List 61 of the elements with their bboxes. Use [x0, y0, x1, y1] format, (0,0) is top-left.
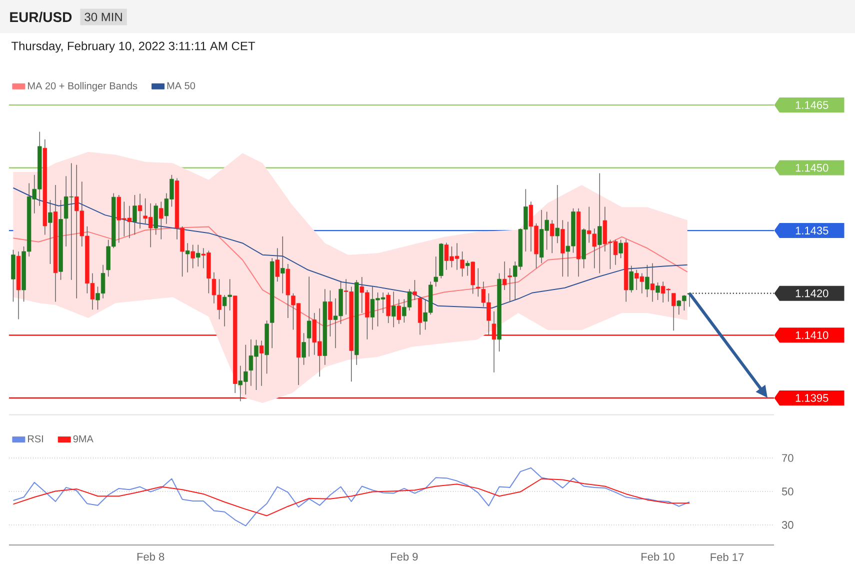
candlestick [306, 276, 312, 357]
candlestick [396, 298, 401, 324]
candlestick [259, 340, 264, 386]
candlestick [48, 200, 52, 264]
candlestick [629, 265, 634, 293]
text: Feb 17 [710, 552, 744, 562]
candlestick [650, 262, 655, 302]
line-series [12, 478, 690, 516]
candlestick [656, 282, 660, 300]
y-tick-label: 1.1410 [796, 331, 828, 340]
candlestick [492, 310, 496, 373]
candlestick [476, 268, 480, 298]
y-tick-label: 1.1395 [796, 394, 828, 402]
candlestick [190, 244, 195, 269]
candlestick [196, 244, 200, 267]
candlestick [672, 292, 676, 331]
line-series [12, 226, 688, 328]
candlestick [502, 261, 507, 290]
candlestick [132, 194, 137, 236]
line-series [12, 467, 690, 526]
candlestick [392, 291, 396, 328]
legend-label: 9MA [73, 435, 94, 442]
candlestick [228, 278, 232, 311]
candlestick [508, 268, 512, 302]
candlestick [555, 184, 560, 244]
y-tick-label: 70 [782, 454, 794, 462]
y-tick-label: 1.1465 [796, 101, 828, 109]
candlestick [434, 256, 438, 287]
x-tick-label: Feb 8 [137, 552, 164, 561]
candlestick [328, 290, 332, 337]
candlestick [460, 251, 464, 277]
y-tick-label: 30 [782, 521, 794, 529]
y-tick-label: 50 [782, 488, 794, 496]
chart-subtitle: Thursday, February 10, 2022 3:11:11 AM CET [11, 41, 256, 53]
legend-label: MA 50 [167, 82, 196, 90]
candlestick [222, 294, 227, 327]
candlestick [185, 242, 190, 273]
candlestick [275, 248, 280, 282]
candlestick [465, 260, 470, 276]
legend-label: RSI [28, 435, 43, 442]
y-tick-label: 1.1420 [796, 289, 828, 298]
y-tick-label: 1.1435 [796, 226, 828, 234]
candlestick [618, 239, 623, 259]
candlestick [560, 220, 565, 277]
y-tick-label: 1.1450 [796, 164, 828, 172]
candlestick [645, 264, 650, 298]
candlestick [159, 201, 164, 240]
text: 30 MIN [84, 12, 122, 22]
candlestick [302, 332, 306, 366]
x-tick-label: Feb 9 [391, 552, 418, 561]
candlestick [138, 193, 142, 229]
candlestick [386, 292, 390, 324]
candlestick [412, 280, 417, 300]
candlestick [280, 236, 285, 294]
candlestick [550, 220, 554, 254]
candlestick [470, 261, 475, 294]
candlestick [154, 203, 158, 236]
x-tick-label: Feb 10 [642, 552, 674, 561]
legend-label: MA 20 + Bollinger Bands [28, 82, 138, 92]
chart-title: EUR/USD [10, 12, 72, 22]
candlestick [598, 172, 602, 274]
